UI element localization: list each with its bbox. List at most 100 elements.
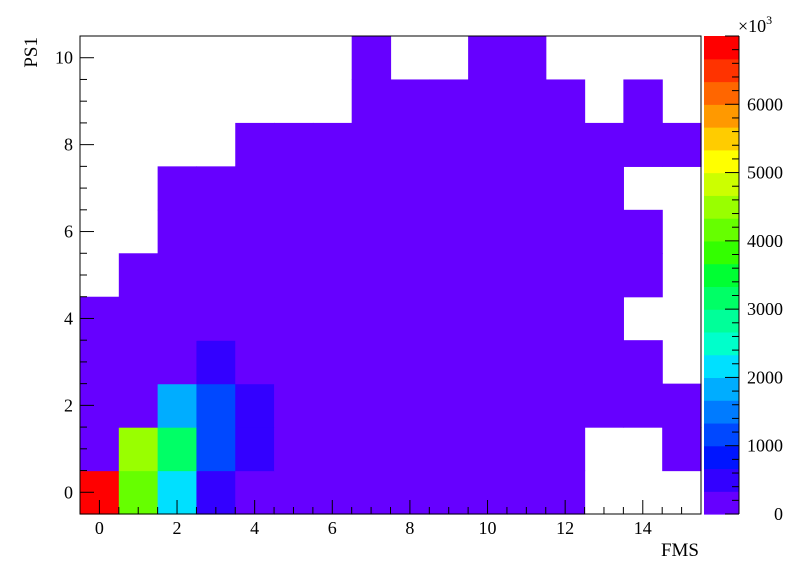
heatmap-cell: [274, 209, 314, 254]
heatmap-cell: [584, 209, 624, 254]
heatmap-cell: [584, 383, 624, 428]
heatmap-cell: [235, 166, 275, 211]
heatmap-cell: [157, 427, 198, 472]
y-tick-label: 4: [64, 308, 73, 328]
y-axis: 0 2 4 6 8 10: [55, 35, 94, 515]
y-tick-label: 10: [55, 48, 73, 68]
heatmap-cell: [274, 122, 314, 167]
heatmap-cell: [506, 36, 547, 81]
x-tick-label: 4: [250, 518, 259, 538]
heatmap-cell: [545, 253, 586, 298]
heatmap-cell: [274, 253, 314, 298]
heatmap-cell: [235, 340, 275, 385]
heatmap-cell: [312, 383, 353, 428]
heatmap-cells: [80, 36, 702, 515]
heatmap-cell: [235, 253, 275, 298]
palette-swatch: [704, 127, 739, 151]
heatmap-cell: [623, 79, 663, 124]
heatmap-cell: [196, 253, 236, 298]
heatmap-cell: [584, 296, 624, 341]
heatmap-cell: [468, 296, 508, 341]
palette-swatch: [704, 491, 739, 515]
heatmap-cell: [468, 340, 508, 385]
palette-swatch: [704, 422, 739, 447]
x-tick-label: 14: [634, 518, 652, 538]
z-multiplier-exponent: 3: [766, 13, 772, 27]
z-multiplier-base: ×10: [738, 16, 766, 36]
heatmap-cell: [351, 122, 392, 167]
palette-swatch: [704, 445, 739, 470]
palette-swatch: [704, 286, 739, 310]
heatmap-cell: [157, 253, 198, 298]
heatmap-cell: [429, 253, 469, 298]
heatmap-cell: [312, 340, 353, 385]
heatmap-cell: [468, 166, 508, 211]
heatmap-cell: [468, 79, 508, 124]
heatmap-cell: [351, 427, 392, 472]
heatmap-cell: [429, 166, 469, 211]
heatmap-cell: [196, 340, 236, 385]
z-tick-label: 0: [774, 504, 783, 524]
heatmap-cell: [312, 253, 353, 298]
heatmap-cell: [429, 427, 469, 472]
x-tick-label: 10: [479, 518, 497, 538]
heatmap-cell: [662, 122, 702, 167]
palette-swatch: [704, 331, 739, 356]
heatmap-cell: [274, 340, 314, 385]
heatmap-cell: [390, 296, 430, 341]
heatmap-cell: [545, 122, 586, 167]
heatmap-cell: [623, 253, 663, 298]
palette-swatch: [704, 354, 739, 379]
heatmap-cell: [157, 209, 198, 254]
heatmap-cell: [196, 296, 236, 341]
x-tick-label: 2: [173, 518, 182, 538]
heatmap-cell: [312, 296, 353, 341]
heatmap-cell: [351, 36, 392, 81]
z-axis: 0 1000 2000 3000 4000 5000 6000: [725, 35, 783, 524]
heatmap-cell: [351, 253, 392, 298]
heatmap-cell: [545, 209, 586, 254]
heatmap-cell: [545, 340, 586, 385]
x-axis-title: FMS: [661, 540, 699, 561]
palette-swatch: [704, 195, 739, 219]
heatmap-cell: [623, 383, 663, 428]
heatmap-cell: [196, 383, 236, 428]
heatmap-cell: [429, 383, 469, 428]
heatmap-cell: [118, 253, 159, 298]
y-tick-label: 6: [64, 222, 73, 242]
heatmap-cell: [468, 36, 508, 81]
heatmap-cell: [662, 383, 702, 428]
palette-swatch: [704, 468, 739, 492]
heatmap-cell: [157, 340, 198, 385]
palette-swatch: [704, 172, 739, 196]
heatmap-cell: [235, 383, 275, 428]
heatmap-cell: [506, 166, 547, 211]
heatmap-cell: [429, 296, 469, 341]
heatmap-cell: [157, 166, 198, 211]
heatmap-cell: [429, 122, 469, 167]
z-tick-label: 4000: [747, 231, 783, 251]
y-tick-label: 8: [64, 135, 73, 155]
heatmap-cell: [429, 79, 469, 124]
palette-swatch: [704, 36, 739, 60]
heatmap-cell: [312, 209, 353, 254]
heatmap-cell: [468, 253, 508, 298]
heatmap-cell: [312, 427, 353, 472]
heatmap-cell: [390, 79, 430, 124]
heatmap-cell: [506, 122, 547, 167]
heatmap-cell: [584, 340, 624, 385]
palette-swatch: [704, 240, 739, 265]
heatmap-cell: [545, 79, 586, 124]
heatmap-cell: [468, 209, 508, 254]
z-tick-label: 5000: [747, 163, 783, 183]
heatmap-cell: [235, 209, 275, 254]
heatmap-cell: [545, 383, 586, 428]
x-tick-label: 8: [405, 518, 414, 538]
heatmap-cell: [196, 209, 236, 254]
heatmap-cell: [351, 383, 392, 428]
heatmap-cell: [429, 340, 469, 385]
heatmap-cell: [390, 253, 430, 298]
heatmap-cell: [390, 427, 430, 472]
color-palette: [704, 36, 739, 515]
